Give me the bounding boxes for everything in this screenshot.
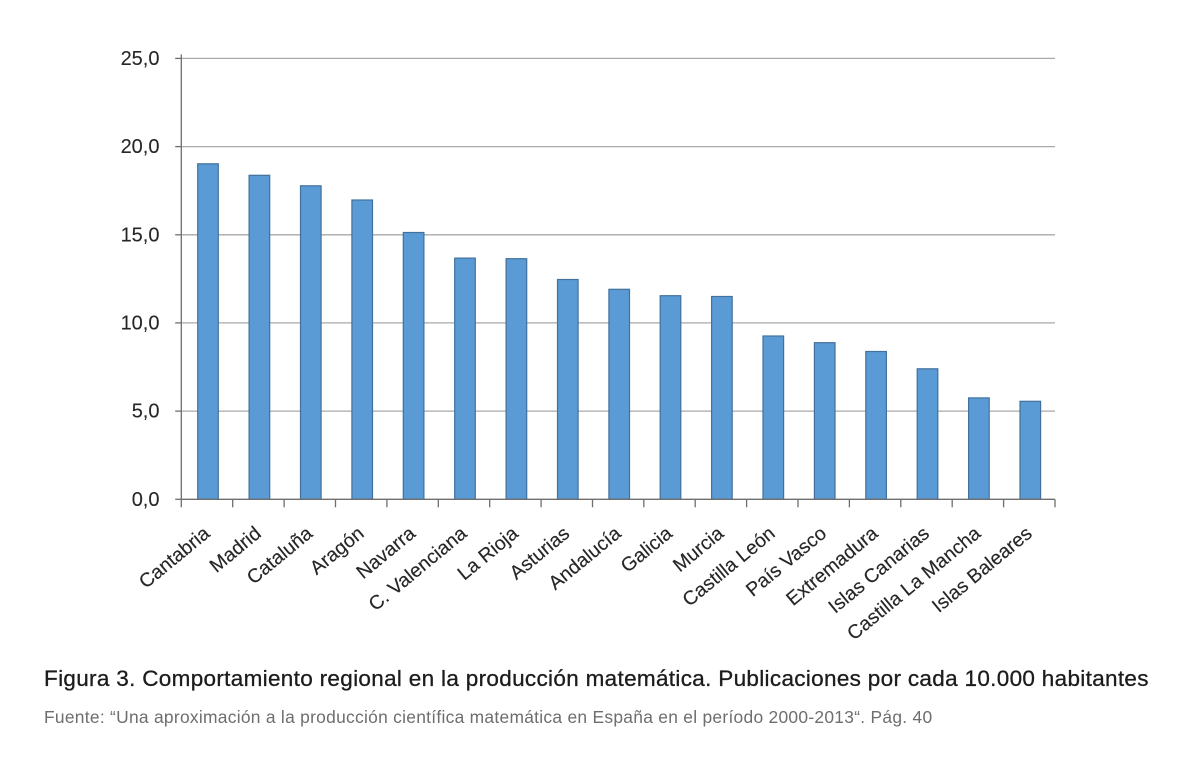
svg-text:15,0: 15,0: [121, 224, 160, 246]
svg-text:Galicia: Galicia: [617, 522, 677, 577]
svg-text:10,0: 10,0: [121, 313, 160, 335]
svg-text:25,0: 25,0: [121, 48, 160, 70]
svg-text:5,0: 5,0: [132, 401, 160, 423]
svg-text:20,0: 20,0: [121, 136, 160, 158]
svg-text:Cantabria: Cantabria: [135, 522, 214, 593]
svg-text:0,0: 0,0: [132, 489, 160, 511]
